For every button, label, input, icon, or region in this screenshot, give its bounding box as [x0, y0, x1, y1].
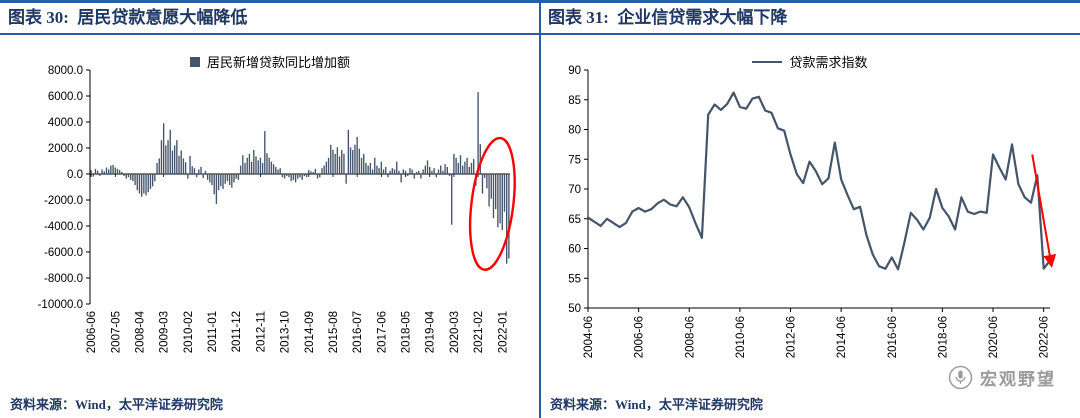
svg-text:2006-06: 2006-06	[634, 316, 646, 358]
svg-text:-6000.0: -6000.0	[44, 247, 83, 259]
legend-square-icon	[189, 56, 200, 67]
svg-text:2014-09: 2014-09	[304, 311, 316, 353]
svg-text:2000.0: 2000.0	[48, 143, 83, 155]
svg-text:2014-06: 2014-06	[836, 316, 848, 358]
figure-30-panel: 图表 30: 居民贷款意愿大幅降低 居民新增贷款同比增加额 8000.0 6000…	[0, 0, 540, 412]
figure-30-title-underline	[0, 33, 540, 35]
figure-30-legend-label: 居民新增贷款同比增加额	[206, 55, 350, 70]
svg-text:-4000.0: -4000.0	[44, 221, 83, 233]
svg-text:6000.0: 6000.0	[48, 91, 83, 103]
figure-31-source: 资料来源：Wind，太平洋证券研究院	[550, 397, 763, 412]
svg-text:70: 70	[568, 184, 581, 196]
legend-line-icon	[752, 60, 783, 63]
svg-text:2011-01: 2011-01	[207, 311, 219, 352]
figure-31-top-rule	[540, 0, 1080, 3]
svg-text:2011-12: 2011-12	[231, 311, 243, 352]
panel-divider	[539, 0, 541, 418]
svg-text:2006-06: 2006-06	[86, 311, 98, 353]
svg-text:90: 90	[568, 65, 581, 77]
svg-text:2017-06: 2017-06	[376, 311, 388, 353]
watermark-text: 宏观野望	[980, 370, 1056, 389]
svg-text:2008-04: 2008-04	[134, 310, 146, 353]
svg-text:55: 55	[568, 273, 581, 285]
svg-text:2022-06: 2022-06	[1039, 316, 1051, 358]
figure-31-panel: 图表 31: 企业信贷需求大幅下降 贷款需求指数 90 85 80 75 70 65 60 5…	[540, 0, 1080, 418]
svg-text:80: 80	[568, 125, 581, 137]
svg-text:50: 50	[568, 303, 581, 315]
svg-text:2007-05: 2007-05	[110, 311, 122, 353]
svg-text:2018-05: 2018-05	[401, 311, 413, 353]
figure-31-legend-label: 贷款需求指数	[789, 55, 868, 70]
svg-text:2022-01: 2022-01	[497, 311, 509, 353]
highlight-ellipse	[468, 136, 516, 271]
figure-30-top-rule	[0, 0, 540, 3]
svg-text:-8000.0: -8000.0	[44, 273, 83, 285]
svg-text:4000.0: 4000.0	[48, 117, 83, 129]
figure-31-title: 图表 31: 企业信贷需求大幅下降	[548, 8, 788, 27]
svg-text:2018-06: 2018-06	[937, 316, 949, 358]
svg-text:2015-08: 2015-08	[328, 311, 340, 353]
svg-text:-2000.0: -2000.0	[44, 195, 83, 207]
svg-text:2020-06: 2020-06	[988, 316, 1000, 358]
decline-arrow	[1031, 154, 1057, 268]
watermark: 宏观野望	[948, 365, 1056, 390]
figure-30-title: 图表 30: 居民贷款意愿大幅降低	[8, 8, 248, 27]
svg-text:75: 75	[568, 154, 581, 166]
svg-text:2012-11: 2012-11	[255, 311, 267, 352]
x-tick-labels: 2004-06 2006-06 2008-06 2010-06 2012-06 2014-…	[583, 316, 1051, 358]
bar-series	[90, 92, 510, 264]
svg-text:2010-06: 2010-06	[735, 316, 747, 358]
figure-30-bar-chart: 8000.0 6000.0 4000.0 2000.0 0.0 -2000.0 -4000.…	[38, 65, 516, 353]
y-tick-labels: 8000.0 6000.0 4000.0 2000.0 0.0 -2000.0 -4000.…	[38, 65, 83, 311]
svg-text:60: 60	[568, 244, 581, 256]
microphone-icon	[948, 365, 973, 390]
line-series	[586, 91, 1052, 271]
svg-text:2008-06: 2008-06	[684, 316, 696, 358]
axes	[584, 69, 1050, 312]
svg-text:2009-03: 2009-03	[159, 311, 171, 353]
svg-text:2012-06: 2012-06	[786, 316, 798, 358]
svg-text:0.0: 0.0	[67, 169, 83, 181]
svg-text:2021-02: 2021-02	[473, 311, 485, 353]
x-tick-labels: 2006-06 2007-05 2008-04 2009-03 2010-02 2011-…	[86, 310, 509, 353]
y-tick-labels: 90 85 80 75 70 65 60 55 50	[568, 65, 581, 315]
svg-text:2013-10: 2013-10	[280, 311, 292, 353]
figure-31-legend: 贷款需求指数	[540, 52, 1080, 71]
svg-text:2010-02: 2010-02	[183, 311, 195, 353]
svg-text:-10000.0: -10000.0	[38, 299, 83, 311]
axes	[86, 69, 510, 305]
svg-text:2016-07: 2016-07	[352, 311, 364, 353]
svg-text:2016-06: 2016-06	[887, 316, 899, 358]
svg-text:65: 65	[568, 214, 581, 226]
figure-30-source: 资料来源：Wind，太平洋证券研究院	[10, 397, 223, 412]
svg-text:2020-03: 2020-03	[449, 311, 461, 353]
svg-text:2004-06: 2004-06	[583, 316, 595, 358]
svg-text:8000.0: 8000.0	[48, 65, 83, 77]
figure-30-legend: 居民新增贷款同比增加额	[0, 52, 540, 71]
svg-text:85: 85	[568, 95, 581, 107]
figure-31-title-underline	[540, 33, 1080, 35]
svg-text:2019-04: 2019-04	[425, 310, 437, 353]
